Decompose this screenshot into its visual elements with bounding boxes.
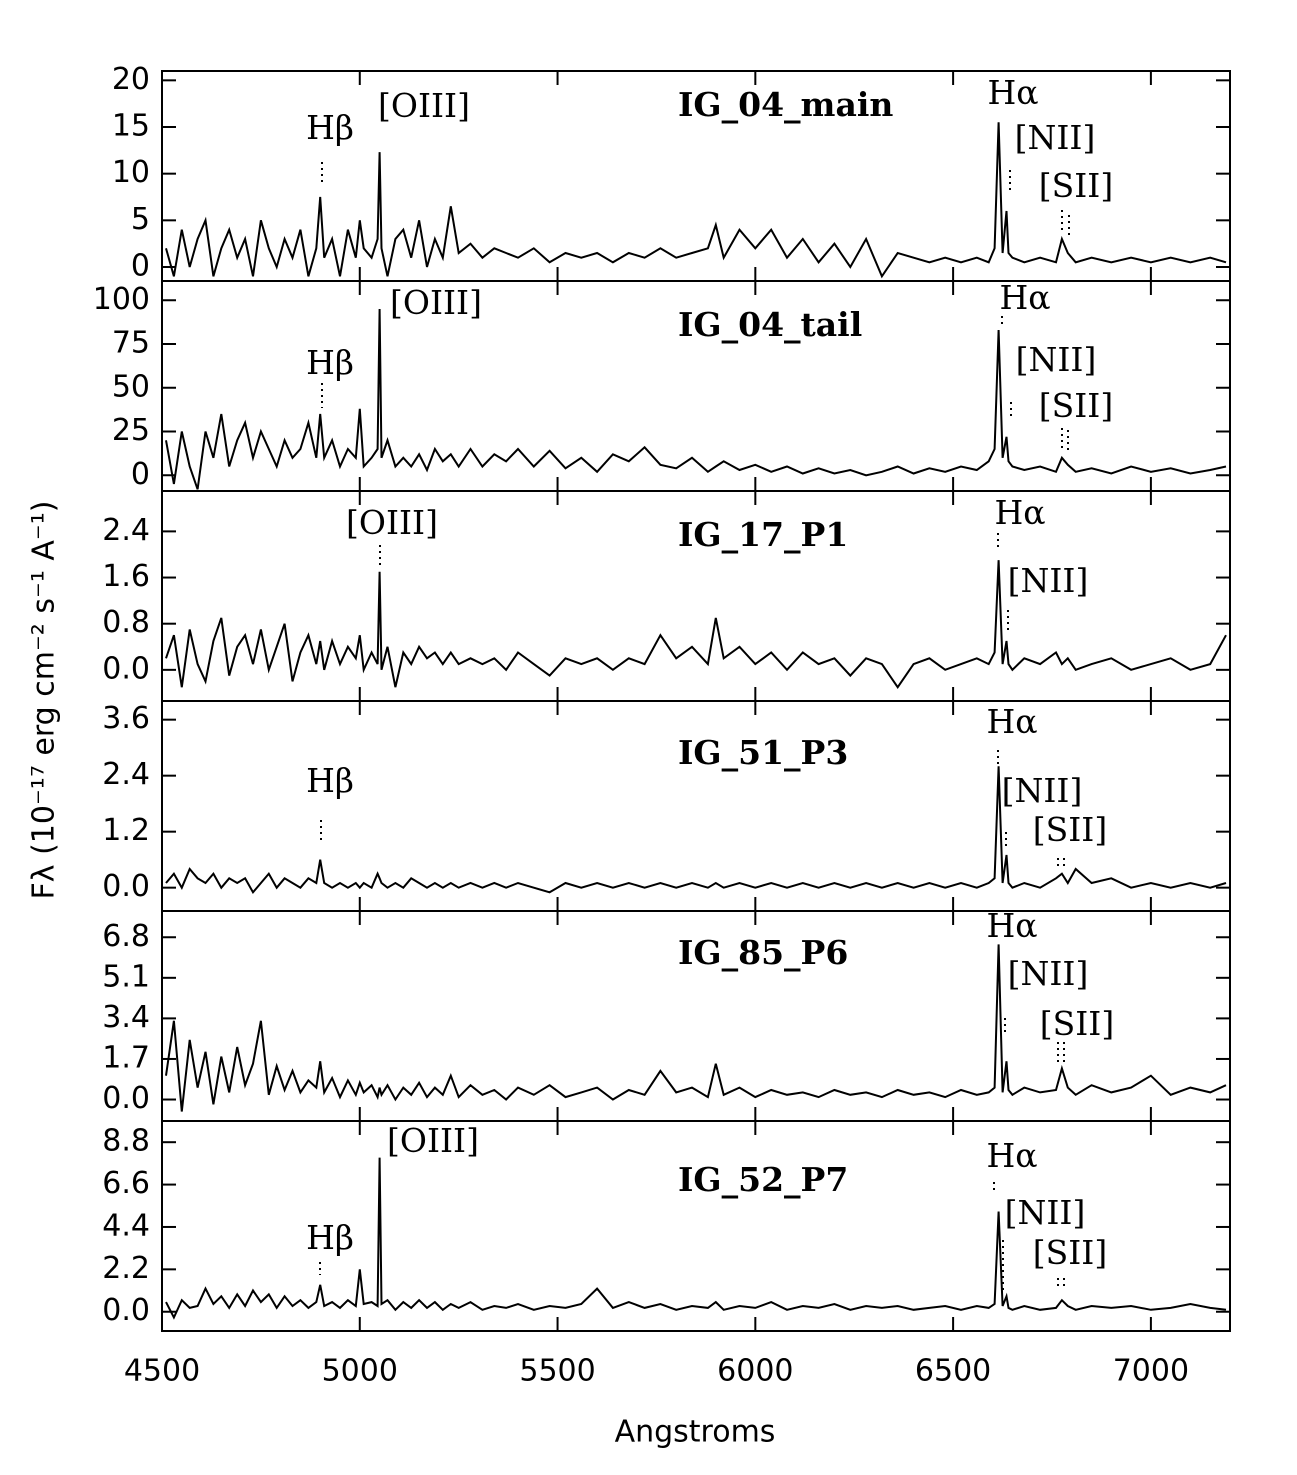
x-tick-label: 6500 xyxy=(915,1354,991,1389)
y-tick-label: 2.4 xyxy=(102,757,150,792)
line-annotation: Hβ xyxy=(306,108,354,147)
panel-label: IG_85_P6 xyxy=(678,933,848,972)
line-annotation: [OIII] xyxy=(387,1121,479,1160)
x-tick-label: 5500 xyxy=(519,1354,595,1389)
spectrum-line xyxy=(165,308,1227,490)
line-annotation: [SII] xyxy=(1040,1004,1114,1043)
x-tick-label: 4500 xyxy=(124,1354,200,1389)
line-annotation: Hα xyxy=(999,278,1050,317)
panel-label: IG_04_tail xyxy=(678,305,862,344)
spectrum-line xyxy=(165,1157,1227,1320)
line-annotation: Hα xyxy=(994,493,1045,532)
panel-label: IG_04_main xyxy=(678,85,893,124)
y-tick-label: 100 xyxy=(93,282,150,317)
y-tick-label: 5.1 xyxy=(102,959,150,994)
y-tick-label: 3.6 xyxy=(102,701,150,736)
panel-label: IG_17_P1 xyxy=(678,515,848,554)
line-annotation: Hα xyxy=(986,1136,1037,1175)
line-annotation: [SII] xyxy=(1039,166,1113,205)
y-tick-label: 0 xyxy=(131,457,150,492)
y-tick-label: 0.0 xyxy=(102,651,150,686)
spectrum-line xyxy=(165,766,1227,895)
line-annotation: [NII] xyxy=(1015,118,1096,157)
y-tick-label: 0.0 xyxy=(102,1293,150,1328)
line-annotation: [NII] xyxy=(1008,954,1089,993)
y-tick-label: 2.2 xyxy=(102,1251,150,1286)
spectrum-line xyxy=(165,560,1227,689)
y-tick-label: 20 xyxy=(112,62,150,97)
x-axis-label: Angstroms xyxy=(615,1415,776,1450)
panel-label: IG_51_P3 xyxy=(678,733,848,772)
line-annotation: [NII] xyxy=(1002,771,1083,810)
line-annotation: Hα xyxy=(986,906,1037,945)
x-tick-label: 7000 xyxy=(1113,1354,1189,1389)
y-tick-label: 50 xyxy=(112,369,150,404)
line-annotation: Hβ xyxy=(306,1218,354,1257)
y-tick-label: 10 xyxy=(112,155,150,190)
line-annotation: Hα xyxy=(986,702,1037,741)
line-annotation: Hα xyxy=(987,73,1038,112)
line-annotation: [NII] xyxy=(1016,340,1097,379)
spectrum-line xyxy=(165,944,1227,1112)
y-tick-label: 0 xyxy=(131,249,150,284)
y-tick-label: 0.0 xyxy=(102,869,150,904)
line-annotation: Hβ xyxy=(306,343,354,382)
y-tick-label: 15 xyxy=(112,109,150,144)
y-tick-label: 0.0 xyxy=(102,1081,150,1116)
y-tick-label: 1.6 xyxy=(102,559,150,594)
y-tick-label: 1.7 xyxy=(102,1040,150,1075)
y-tick-label: 4.4 xyxy=(102,1208,150,1243)
line-annotation: [OIII] xyxy=(346,503,438,542)
y-tick-label: 8.8 xyxy=(102,1124,150,1159)
line-annotation: [NII] xyxy=(1005,1193,1086,1232)
y-tick-label: 6.6 xyxy=(102,1166,150,1201)
y-tick-label: 5 xyxy=(131,202,150,237)
y-tick-label: 25 xyxy=(112,413,150,448)
line-annotation: [OIII] xyxy=(378,86,470,125)
x-tick-label: 6000 xyxy=(717,1354,793,1389)
line-annotation: [SII] xyxy=(1033,1233,1107,1272)
x-tick-label: 5000 xyxy=(322,1354,398,1389)
y-tick-label: 2.4 xyxy=(102,513,150,548)
y-tick-label: 75 xyxy=(112,326,150,361)
spectrum-line xyxy=(165,122,1227,279)
line-annotation: [OIII] xyxy=(390,283,482,322)
y-axis-label: Fλ (10⁻¹⁷ erg cm⁻² s⁻¹ A⁻¹) xyxy=(27,501,62,900)
line-annotation: [SII] xyxy=(1039,386,1113,425)
y-tick-label: 6.8 xyxy=(102,919,150,954)
panel-label: IG_52_P7 xyxy=(678,1160,848,1199)
y-tick-label: 0.8 xyxy=(102,605,150,640)
panel-frame xyxy=(161,1120,1231,1332)
line-annotation: Hβ xyxy=(306,761,354,800)
line-annotation: [NII] xyxy=(1008,561,1089,600)
line-annotation: [SII] xyxy=(1033,810,1107,849)
y-tick-label: 1.2 xyxy=(102,813,150,848)
y-tick-label: 3.4 xyxy=(102,1000,150,1035)
